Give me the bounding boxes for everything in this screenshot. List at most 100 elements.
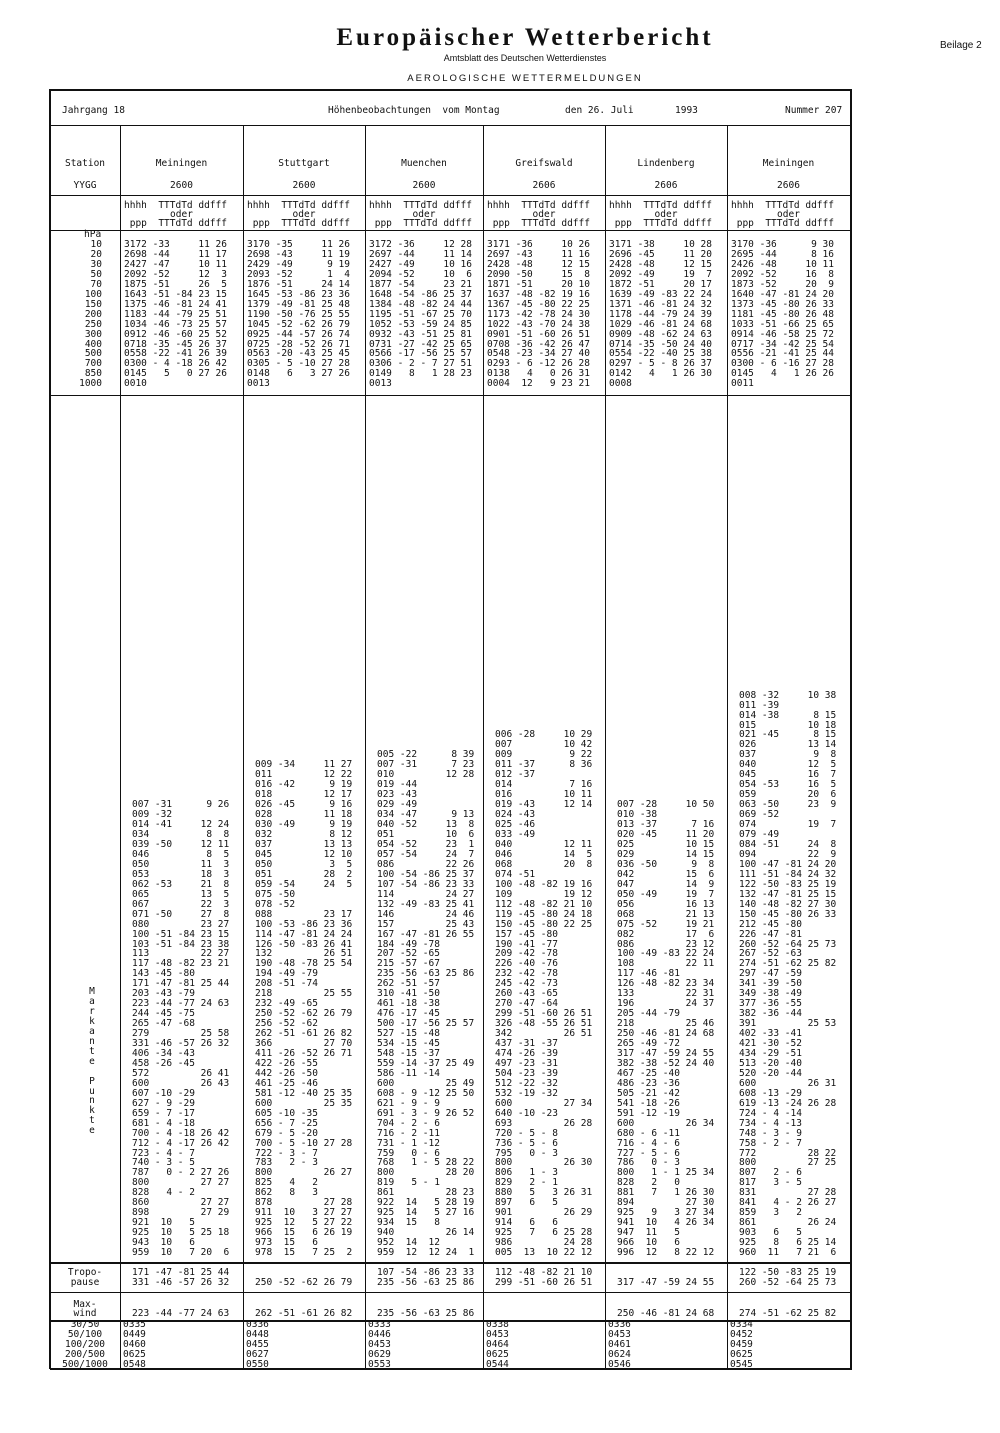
significant-point-row: 045 16 7 (739, 769, 837, 781)
significant-point-row: 712 - 4 -17 26 42 (132, 1137, 230, 1149)
significant-point-row: 807 2 - 6 (739, 1167, 802, 1179)
significant-point-row: 600 25 35 (255, 1097, 353, 1109)
column-divider (605, 125, 606, 1368)
wind-shear-value: 0453 (608, 1328, 631, 1340)
significant-point-row: 010 -38 (617, 809, 658, 821)
column-divider (120, 125, 121, 1368)
tropopause-row: 299 -51 -60 26 51 (495, 1277, 593, 1288)
pressure-level: 500 (84, 348, 102, 360)
significant-point-row: 126 -48 -82 23 34 (617, 978, 715, 990)
standard-level-row: 0932 -43 -51 25 81 (369, 328, 472, 340)
label-letter: e (89, 1125, 95, 1137)
column-divider (483, 125, 484, 1368)
significant-point-row: 074 -51 (495, 868, 536, 880)
column-header-line: oder (532, 209, 556, 220)
significant-point-row: 023 -43 (377, 789, 418, 801)
significant-point-row: 925 14 5 27 16 (377, 1207, 475, 1219)
standard-level-row: 1375 -46 -81 24 41 (124, 298, 227, 310)
significant-point-row: 088 23 17 (255, 908, 353, 920)
standard-level-row: 0563 -20 -43 25 45 (247, 348, 350, 360)
significant-point-row: 265 -49 -72 (617, 1038, 680, 1050)
significant-point-row: 572 26 41 (132, 1067, 230, 1079)
significant-point-row: 029 -49 (377, 799, 418, 811)
label-letter: t (89, 1115, 95, 1127)
wind-shear-value: 0338 (486, 1319, 509, 1330)
significant-point-row: 505 -21 -42 (617, 1087, 680, 1099)
significant-point-row: 349 -38 -49 (739, 988, 802, 1000)
significant-point-row: 724 - 4 -14 (739, 1107, 802, 1119)
column-header-line: oder (412, 209, 436, 220)
significant-point-row: 132 26 51 (255, 948, 353, 960)
significant-point-row: 274 -51 -62 25 82 (739, 958, 837, 970)
significant-point-row: 011 12 22 (255, 769, 353, 781)
standard-level-row: 1178 -44 -79 24 39 (609, 308, 712, 320)
standard-level-row: 1877 -54 23 21 (369, 278, 472, 290)
bottom-border (50, 1368, 852, 1370)
significant-point-row: 005 -22 8 39 (377, 749, 475, 761)
significant-point-row: 114 -47 -81 24 24 (255, 928, 353, 940)
significant-point-row: 016 10 11 (495, 789, 593, 801)
significant-point-row: 086 23 12 (617, 938, 715, 950)
significant-point-row: 018 12 17 (255, 789, 353, 801)
significant-point-row: 260 -43 -65 (495, 988, 558, 1000)
label-letter: a (89, 995, 95, 1007)
significant-point-row: 122 -50 -83 25 19 (739, 878, 837, 890)
wind-shear-value: 0452 (730, 1328, 753, 1340)
significant-point-row: 497 -23 -31 (495, 1057, 558, 1069)
wind-shear-stuttgart: 0336 0448 0455 0627 0550 (246, 1320, 269, 1370)
significant-point-row: 080 23 27 (132, 918, 230, 930)
column-header-line: hhhh TTTdTd ddfff (487, 200, 590, 211)
significant-point-row: 800 26 30 (495, 1157, 593, 1169)
significant-point-row: 680 - 6 -11 (617, 1127, 680, 1139)
rule-line (50, 195, 852, 196)
standard-level-row: 2695 -44 8 16 (731, 248, 834, 260)
standard-level-row: 1640 -47 -81 24 20 (731, 288, 834, 300)
significant-point-row: 074 19 7 (739, 819, 837, 831)
significant-point-row: 941 10 4 26 34 (617, 1217, 715, 1229)
observation-label: Höhenbeobachtungen vom Montag (328, 105, 500, 116)
wind-shear-value: 0455 (246, 1338, 269, 1350)
significant-point-row: 513 -20 -40 (739, 1057, 802, 1069)
standard-level-row: 1875 -51 26 5 (124, 278, 227, 290)
significant-point-row: 591 -12 -19 (617, 1107, 680, 1119)
standard-level-row: 2092 -52 12 3 (124, 268, 227, 280)
significant-point-row: 067 22 3 (132, 898, 230, 910)
significant-point-row: 608 - 9 -12 25 50 (377, 1087, 475, 1099)
wind-shear-value: 0334 (730, 1319, 753, 1330)
standard-level-row: 0145 4 1 26 26 (731, 368, 834, 380)
significant-point-row: 068 20 8 (495, 858, 593, 870)
significant-point-row: 901 26 29 (495, 1207, 593, 1219)
standard-level-row: 0300 - 6 -16 27 28 (731, 358, 834, 370)
wind-shear-value: 0453 (368, 1338, 391, 1350)
significant-point-row: 267 -52 -63 (739, 948, 802, 960)
significant-point-row: 880 5 3 26 31 (495, 1187, 593, 1199)
column-header-line: hhhh TTTdTd ddfff (609, 200, 712, 211)
significant-point-row: 973 15 6 (255, 1237, 318, 1249)
standard-level-row: 0004 12 9 23 21 (487, 378, 590, 390)
wind-shear-value: 0336 (608, 1319, 631, 1330)
significant-point-row: 758 - 2 - 7 (739, 1137, 802, 1149)
significant-point-row: 037 13 13 (255, 838, 353, 850)
wind-shear-value: 0553 (368, 1358, 391, 1370)
significant-point-row: 442 -26 -50 (255, 1067, 318, 1079)
standard-level-row: 0714 -35 -50 24 40 (609, 338, 712, 350)
significant-point-row: 600 26 43 (132, 1077, 230, 1089)
standard-level-row: 2428 -48 12 15 (609, 258, 712, 270)
significant-point-row: 693 26 28 (495, 1117, 593, 1129)
document-subtitle: Amtsblatt des Deutschen Wetterdienstes (443, 53, 607, 63)
significant-point-row: 075 -50 (255, 888, 296, 900)
pressure-levels: 10 20 30 50 70 100 150 200 250 300 400 500 700 850 100… (50, 240, 102, 389)
significant-point-row: 146 24 46 (377, 908, 475, 920)
significant-point-row: 036 -50 9 8 (617, 858, 715, 870)
significant-point-row: 119 -45 -80 24 18 (495, 908, 593, 920)
significant-point-row: 009 -32 (132, 809, 173, 821)
significant-point-row: 063 -50 23 9 (739, 799, 837, 811)
significant-point-row: 458 -26 -45 (132, 1057, 195, 1069)
wind-shear-value: 0449 (123, 1328, 146, 1340)
significant-point-row: 723 - 4 - 7 (132, 1147, 195, 1159)
significant-point-row: 527 -15 -48 (377, 1028, 440, 1040)
standard-level-row: 1183 -44 -79 25 51 (124, 308, 227, 320)
significant-point-row: 748 - 3 - 9 (739, 1127, 802, 1139)
significant-point-row: 326 -48 -55 26 51 (495, 1018, 593, 1030)
significant-point-row: 069 -52 (739, 809, 780, 821)
